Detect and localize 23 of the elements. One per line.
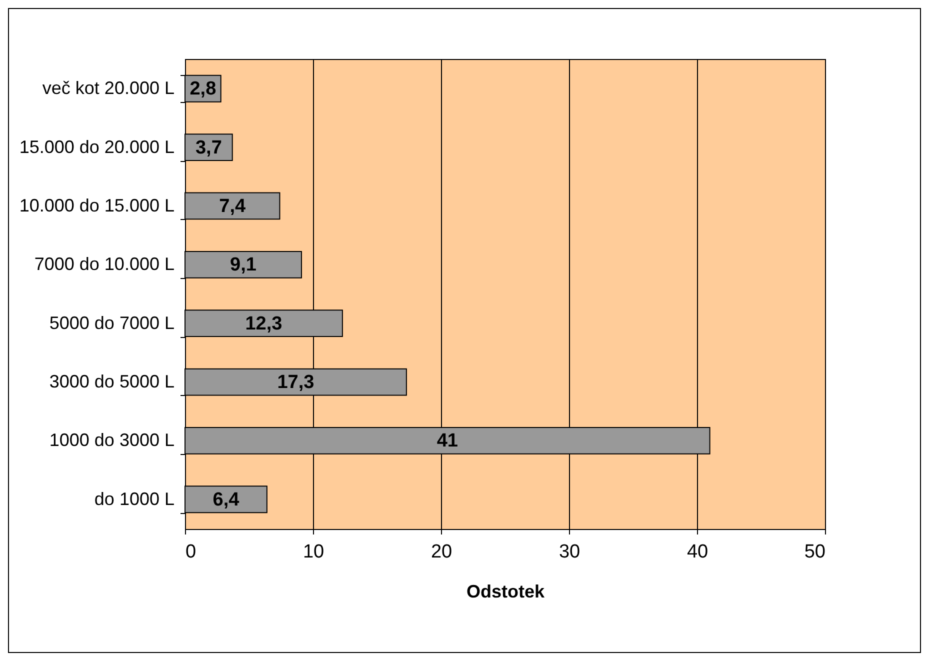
x-tick-label: 10 — [302, 542, 324, 562]
data-label: 2,8 — [190, 78, 216, 100]
y-tick-label: več kot 20.000 L — [42, 78, 174, 98]
data-label: 12,3 — [245, 313, 282, 334]
data-label: 9,1 — [230, 254, 257, 276]
data-label: 3,7 — [195, 137, 222, 158]
y-tick-label: 1000 do 3000 L — [49, 430, 174, 450]
y-tick-label: 5000 do 7000 L — [49, 312, 174, 333]
y-tick-label: 7000 do 10.000 L — [34, 254, 174, 274]
y-tick-label: 3000 do 5000 L — [49, 372, 174, 392]
data-label: 7,4 — [219, 196, 246, 217]
y-tick-label: 15.000 do 20.000 L — [19, 136, 174, 157]
x-tick-label: 50 — [804, 542, 826, 562]
x-axis-title: Odstotek — [466, 582, 546, 602]
data-label: 6,4 — [212, 489, 240, 510]
y-tick-label: do 1000 L — [94, 488, 174, 509]
x-tick-label: 20 — [430, 542, 452, 562]
x-tick-label: 30 — [558, 542, 580, 562]
data-label: 41 — [436, 430, 458, 452]
x-tick-label: 0 — [186, 542, 196, 562]
data-label: 17,3 — [277, 372, 314, 394]
y-tick-label: 10.000 do 15.000 L — [19, 195, 174, 216]
x-tick-label: 40 — [686, 542, 708, 562]
